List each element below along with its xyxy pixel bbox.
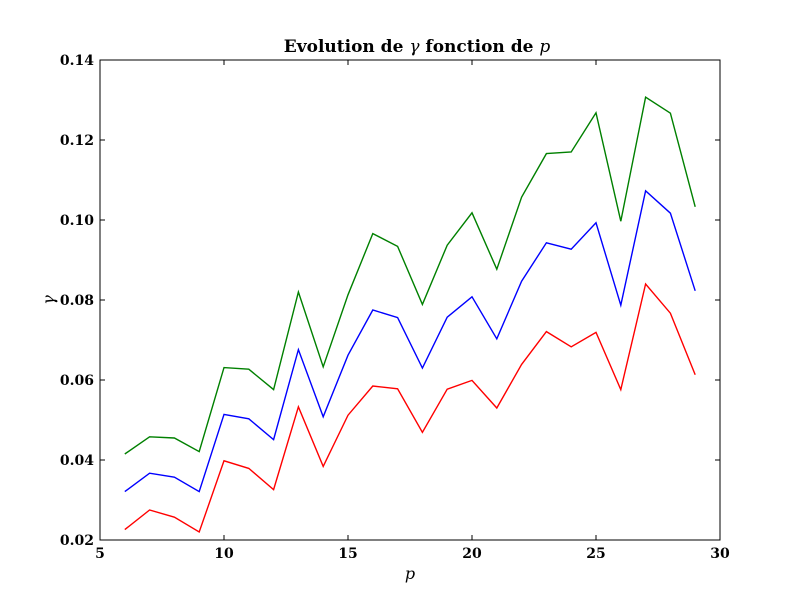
- y-axis-label: γ: [39, 295, 58, 305]
- title-gamma: γ: [409, 37, 420, 57]
- x-tick-label: 5: [95, 546, 105, 562]
- y-tick-label: 0.04: [60, 453, 94, 469]
- x-tick-label: 20: [462, 546, 482, 562]
- series-line-3: [124, 282, 696, 534]
- x-tick-labels: 5 10 15 20 25 30: [95, 546, 730, 562]
- chart-title: Evolution de γ fonction de p: [284, 37, 551, 57]
- title-prefix: Evolution de: [284, 37, 410, 57]
- x-tick-label: 25: [586, 546, 605, 562]
- x-axis-label: p: [405, 564, 415, 583]
- title-p: p: [539, 37, 550, 57]
- plot-lines: [124, 96, 696, 534]
- y-tick-label: 0.14: [60, 53, 94, 69]
- y-tick-label: 0.06: [60, 373, 94, 389]
- series-line-2: [124, 189, 696, 493]
- y-tick-label: 0.10: [60, 213, 94, 229]
- x-tick-label: 15: [338, 546, 357, 562]
- x-tick-label: 30: [710, 546, 730, 562]
- y-tick-labels: 0.02 0.04 0.06 0.08 0.10 0.12 0.14: [60, 53, 94, 549]
- y-tick-label: 0.12: [60, 133, 94, 149]
- title-middle: fonction de: [419, 37, 539, 57]
- x-tick-label: 10: [214, 546, 234, 562]
- series-line-1: [124, 96, 696, 455]
- y-tick-label: 0.08: [60, 293, 94, 309]
- y-tick-label: 0.02: [60, 533, 94, 549]
- plot-area-frame: [99, 59, 721, 541]
